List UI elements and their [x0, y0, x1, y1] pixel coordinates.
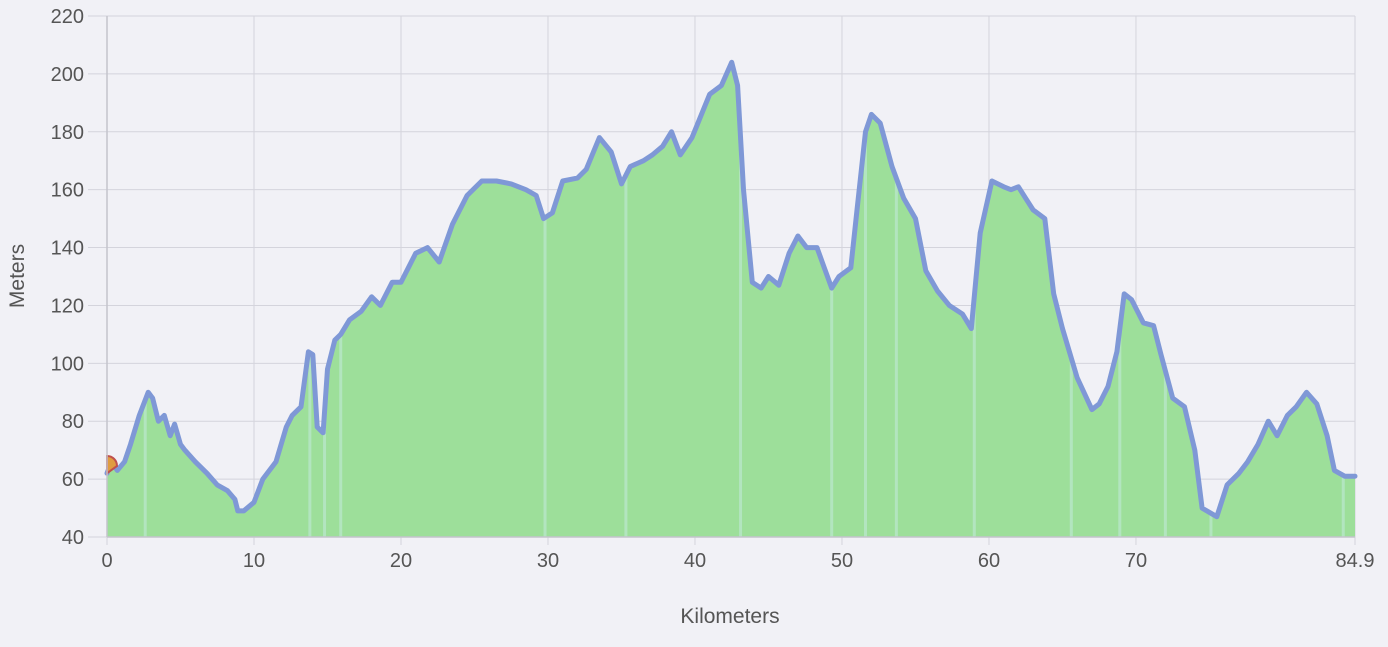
segment-stripe	[1163, 370, 1167, 537]
x-tick-label: 50	[831, 550, 853, 572]
segment-stripe	[739, 137, 743, 538]
x-tick-label: 70	[1125, 550, 1147, 572]
y-tick-label: 200	[51, 64, 84, 86]
segment-stripe	[972, 296, 976, 537]
y-tick-label: 80	[62, 411, 84, 433]
segment-stripe	[1209, 513, 1213, 537]
y-tick-label: 120	[51, 295, 84, 317]
segment-stripe	[624, 175, 628, 537]
x-tick-label: 10	[243, 550, 265, 572]
segment-stripe	[1069, 358, 1073, 537]
y-tick-label: 220	[51, 6, 84, 28]
x-axis-title: Kilometers	[680, 605, 779, 628]
x-tick-label: 0	[101, 550, 112, 572]
area-layer	[104, 59, 1358, 538]
segment-stripe	[143, 399, 147, 537]
start-marker	[106, 454, 119, 476]
y-tick-label: 180	[51, 122, 84, 144]
elevation-line	[104, 59, 1358, 520]
segment-stripe	[1118, 328, 1122, 537]
x-tick-label: 40	[684, 550, 706, 572]
segment-stripe	[830, 288, 834, 537]
segment-stripe	[543, 217, 547, 537]
y-tick-label: 140	[51, 238, 84, 260]
axis-layer: 40 60 80 100 120 140 160 180 200 220 0 10 20 30 40 50 60…	[51, 6, 1375, 572]
elevation-area	[107, 62, 1355, 538]
segment-stripe	[323, 411, 327, 537]
segment-stripe	[308, 352, 312, 537]
segment-stripe	[864, 131, 868, 537]
segment-stripe	[1341, 475, 1345, 537]
y-tick-label: 160	[51, 180, 84, 202]
y-tick-label: 40	[62, 527, 84, 549]
segment-stripe	[339, 334, 343, 537]
y-axis-title: Meters	[6, 244, 29, 308]
y-tick-label: 100	[51, 353, 84, 375]
x-tick-label: 20	[390, 550, 412, 572]
x-tick-label: 84.9	[1336, 550, 1375, 572]
x-tick-label: 30	[537, 550, 559, 572]
x-tick-label: 60	[978, 550, 1000, 572]
y-tick-label: 60	[62, 469, 84, 491]
segment-stripe	[894, 178, 898, 538]
